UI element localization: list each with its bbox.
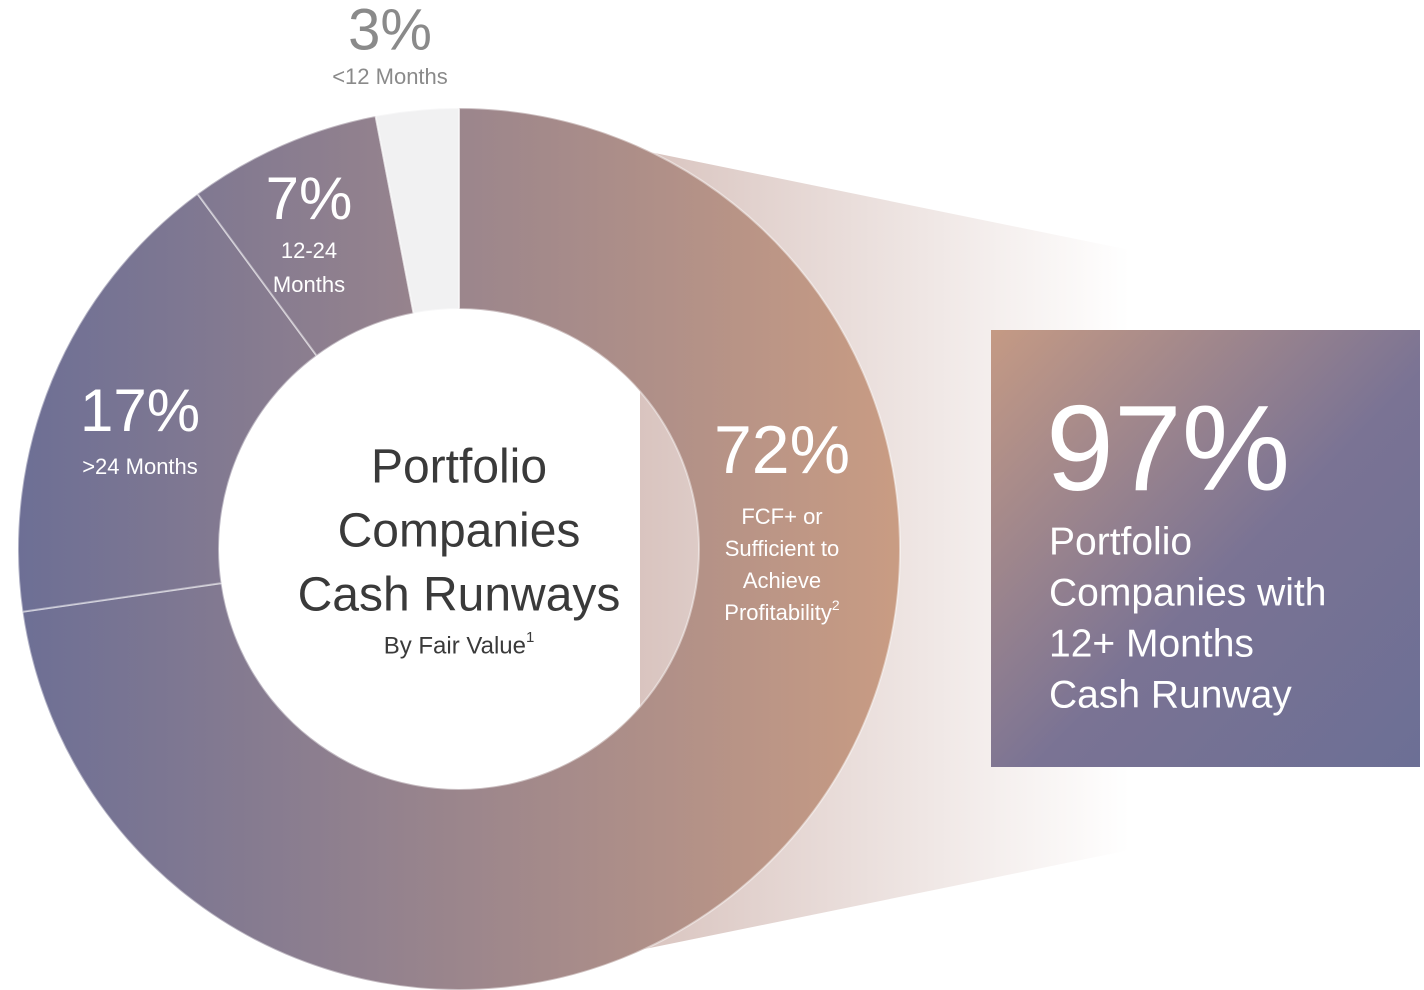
category-label: Profitability2 [724, 597, 840, 625]
value-label: 72% [714, 412, 850, 488]
callout-text: 12+ Months [1049, 622, 1254, 665]
callout-box [991, 330, 1420, 767]
chart-subtitle: By Fair Value1 [384, 629, 535, 659]
footnote-mark: 2 [832, 597, 840, 613]
category-label: 12-24 [281, 238, 337, 263]
callout-value: 97% [1046, 380, 1290, 516]
chart-title: Portfolio [371, 441, 547, 494]
category-label: FCF+ or [741, 504, 822, 529]
donut-segment [17, 192, 319, 613]
donut [17, 106, 901, 990]
footnote-mark: 1 [526, 629, 534, 646]
donut-segment [21, 106, 901, 990]
value-label: 17% [80, 377, 200, 444]
callout-text: Companies with [1049, 571, 1326, 614]
chart-title: Companies [338, 505, 581, 558]
chart-title: Cash Runways [298, 569, 621, 622]
category-label: <12 Months [332, 64, 448, 89]
value-label: 7% [266, 165, 353, 232]
category-label: Months [273, 272, 345, 297]
callout-text: Portfolio [1049, 520, 1192, 563]
value-label: 3% [348, 0, 432, 62]
donut-segment [196, 114, 415, 358]
category-label: Achieve [743, 568, 821, 593]
donut-segment [374, 106, 460, 315]
callout-text: Cash Runway [1049, 673, 1292, 716]
category-label: Sufficient to [725, 536, 840, 561]
category-label: >24 Months [82, 454, 198, 479]
